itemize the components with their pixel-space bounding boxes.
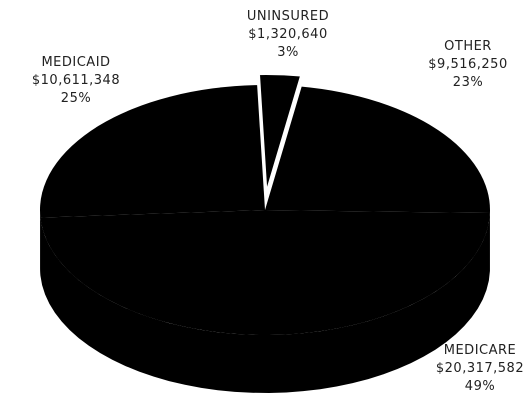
pie-slice [255, 71, 306, 199]
pie-slice [39, 85, 265, 218]
slice-percent-label: 3% [277, 45, 299, 60]
slice-value-label: $10,611,348 [32, 73, 120, 88]
slice-value-label: $1,320,640 [248, 27, 327, 42]
pie-slice [265, 86, 490, 214]
slice-label: OTHER [444, 39, 492, 54]
pie-side [40, 213, 490, 393]
slice-percent-label: 49% [465, 379, 495, 394]
slice-label: UNINSURED [247, 9, 329, 24]
slice-label: MEDICAID [41, 55, 110, 70]
slice-percent-label: 23% [453, 75, 483, 90]
pie-slice [40, 210, 490, 335]
slice-label: MEDICARE [444, 343, 517, 358]
slice-value-label: $9,516,250 [428, 57, 507, 72]
slice-value-label: $20,317,582 [436, 361, 524, 376]
slice-percent-label: 25% [61, 91, 91, 106]
